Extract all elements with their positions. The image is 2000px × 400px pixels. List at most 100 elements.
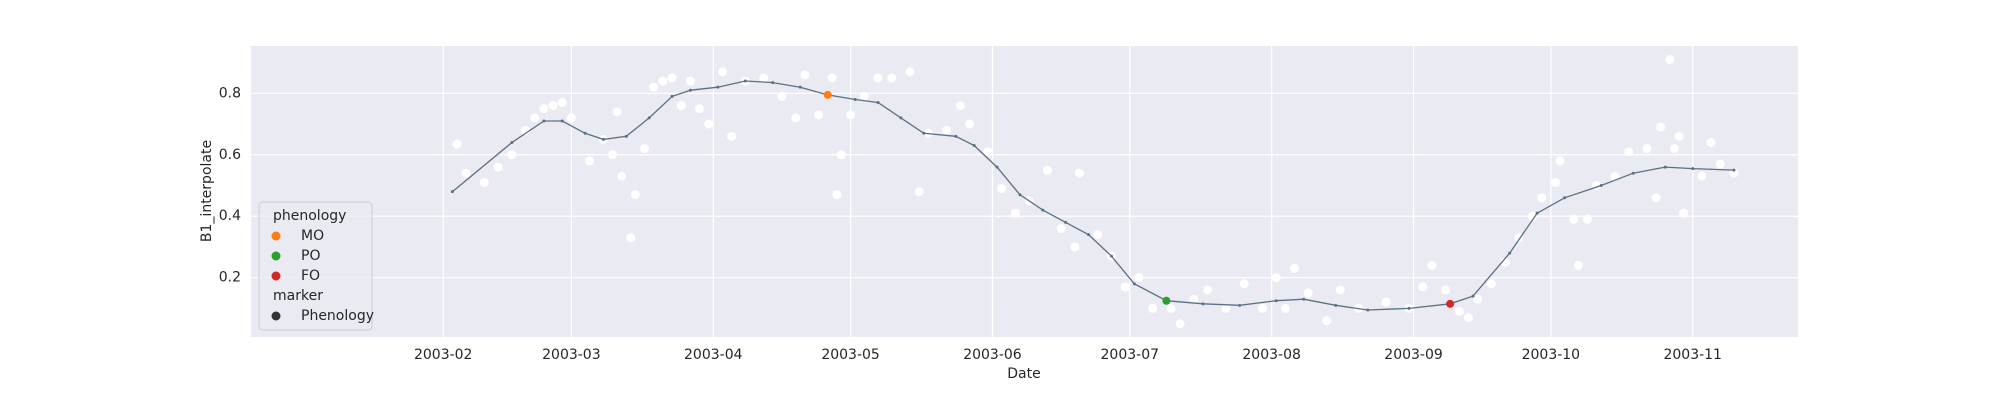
scatter-point: [1573, 260, 1583, 270]
scatter-point: [1042, 165, 1052, 175]
line-vertex: [1471, 294, 1475, 298]
scatter-point: [667, 73, 677, 83]
scatter-point: [1070, 242, 1080, 252]
scatter-point: [1500, 257, 1510, 267]
scatter-point: [1656, 122, 1666, 132]
scatter-point: [507, 150, 517, 160]
scatter-point: [832, 190, 842, 200]
line-vertex: [798, 85, 802, 89]
scatter-point: [759, 73, 769, 83]
scatter-point: [914, 187, 924, 197]
scatter-point: [479, 177, 489, 187]
scatter-point: [530, 113, 540, 123]
line-vertex: [876, 101, 880, 105]
line-vertex: [1238, 303, 1242, 307]
line-vertex: [1599, 184, 1603, 188]
scatter-point: [965, 119, 975, 129]
scatter-point: [640, 144, 650, 154]
scatter-point: [1441, 285, 1451, 295]
line-vertex: [995, 165, 999, 169]
y-tick-label: 0.8: [219, 85, 241, 101]
scatter-point: [1203, 285, 1213, 295]
scatter-point: [1651, 193, 1661, 203]
phenology-point: [1446, 299, 1455, 308]
line-vertex: [647, 116, 651, 120]
x-tick-label: 2003-04: [684, 347, 743, 363]
line-vertex: [771, 81, 775, 85]
scatter-point: [1679, 208, 1689, 218]
scatter-point: [1582, 214, 1592, 224]
scatter-point: [1427, 260, 1437, 270]
scatter-point: [1463, 313, 1473, 323]
line-vertex: [670, 94, 674, 98]
scatter-point: [942, 125, 952, 135]
x-tick-label: 2003-02: [414, 347, 473, 363]
scatter-point: [955, 101, 965, 111]
scatter-point: [814, 110, 824, 120]
scatter-point: [612, 107, 622, 117]
scatter-point: [1555, 156, 1565, 166]
scatter-point: [1290, 263, 1300, 273]
line-vertex: [1302, 297, 1306, 301]
x-tick-label: 2003-06: [963, 347, 1022, 363]
y-tick-label: 0.2: [219, 270, 241, 286]
scatter-point: [676, 101, 686, 111]
scatter-point: [800, 70, 810, 80]
scatter-point: [585, 156, 595, 166]
x-tick-label: 2003-07: [1101, 347, 1160, 363]
scatter-point: [1258, 303, 1267, 313]
scatter-point: [1706, 137, 1716, 147]
scatter-point: [704, 119, 714, 129]
scatter-point: [1074, 168, 1084, 178]
scatter-point: [1166, 303, 1176, 313]
line-vertex: [1563, 196, 1567, 200]
line-vertex: [450, 190, 454, 194]
line-vertex: [1109, 254, 1113, 258]
line-vertex: [1087, 233, 1091, 237]
scatter-point: [859, 91, 869, 101]
line-vertex: [1201, 302, 1205, 306]
plot-area: [251, 46, 1798, 337]
scatter-point: [873, 73, 883, 83]
scatter-point: [1221, 303, 1231, 313]
scatter-point: [1010, 208, 1020, 218]
scatter-point: [1134, 273, 1144, 283]
line-vertex: [688, 88, 692, 92]
line-vertex: [542, 119, 546, 123]
scatter-point: [1550, 177, 1560, 187]
line-vertex: [972, 144, 976, 148]
scatter-point: [1381, 297, 1391, 307]
legend-title: marker: [273, 288, 323, 304]
line-vertex: [853, 97, 857, 101]
scatter-point: [566, 113, 576, 123]
line-vertex: [1334, 303, 1338, 307]
line-vertex: [1508, 251, 1512, 255]
scatter-point: [1729, 168, 1739, 178]
x-axis-label: Date: [1007, 366, 1040, 382]
x-tick-label: 2003-11: [1663, 347, 1722, 363]
scatter-point: [983, 147, 993, 157]
line-vertex: [1407, 306, 1411, 310]
line-vertex: [1018, 193, 1022, 197]
x-tick-label: 2003-05: [821, 347, 880, 363]
scatter-point: [727, 131, 737, 141]
scatter-point: [846, 110, 856, 120]
interpolated-line: [451, 80, 1734, 311]
legend-label: FO: [301, 268, 320, 284]
line-vertex: [601, 137, 605, 141]
y-tick-label: 0.4: [219, 208, 241, 224]
scatter-point: [1537, 193, 1547, 203]
line-vertex: [583, 131, 587, 135]
scatter-point: [827, 73, 837, 83]
scatter-point: [717, 67, 727, 77]
scatter-point: [1697, 171, 1707, 181]
phenology-point: [823, 90, 832, 99]
scatter-point: [1715, 159, 1725, 169]
line-vertex: [716, 85, 720, 89]
scatter-point: [997, 184, 1007, 194]
line-vertex: [1366, 308, 1370, 312]
scatter-point: [1674, 131, 1684, 141]
phenology-point: [1162, 296, 1171, 305]
line-vertex: [899, 116, 903, 120]
